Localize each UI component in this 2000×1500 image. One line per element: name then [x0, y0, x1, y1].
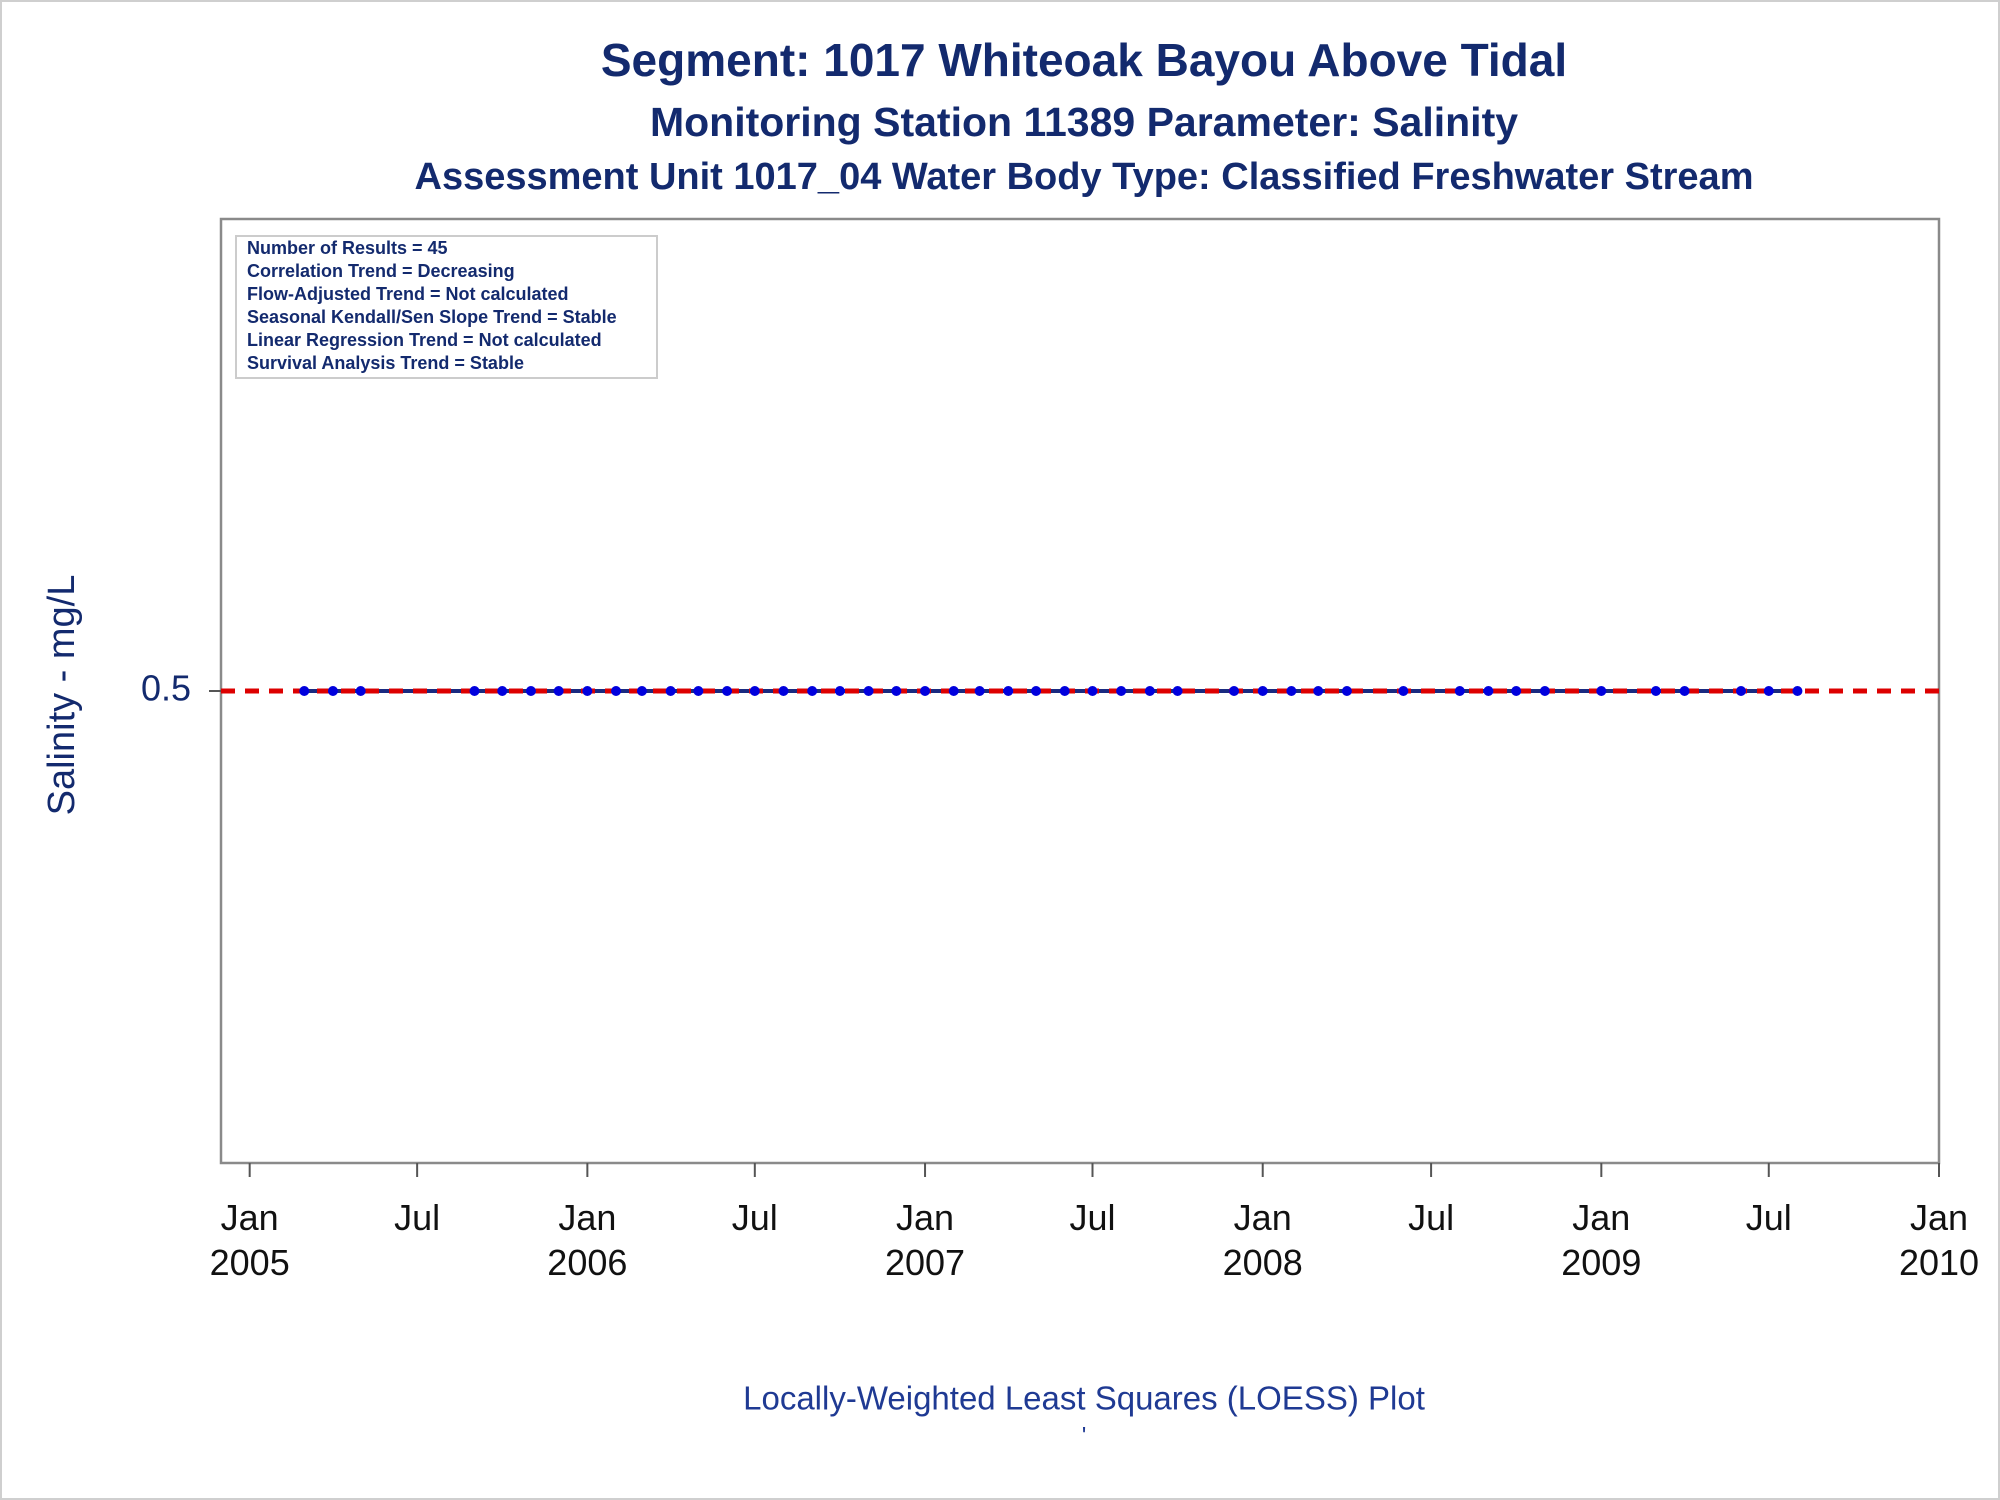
- data-point: [834, 686, 845, 696]
- x-tick-label: Jan 2006: [547, 1197, 628, 1283]
- annotation: Linear Regression Trend = Not calculated: [247, 330, 602, 350]
- annotation-box: [235, 235, 658, 379]
- data-point: [1059, 686, 1070, 696]
- data-point: [920, 686, 931, 696]
- data-point: [722, 686, 733, 696]
- data-point: [497, 686, 508, 696]
- data-point: [807, 686, 818, 696]
- y-axis-label: Salinity - mg/L: [41, 575, 83, 816]
- x-tick-label: Jul: [731, 1197, 778, 1238]
- chart-title: Segment: 1017 Whiteoak Bayou Above Tidal: [601, 34, 1567, 86]
- data-point: [1763, 686, 1774, 696]
- y-tick-label: 0.5: [141, 668, 191, 709]
- data-point: [1792, 686, 1803, 696]
- subtitle: Assessment Unit 1017_04 Water Body Type:…: [415, 156, 1754, 198]
- data-point: [665, 686, 676, 696]
- data-point: [611, 686, 622, 696]
- data-point: [525, 686, 536, 696]
- data-point: [1539, 686, 1550, 696]
- data-point: [1679, 686, 1690, 696]
- data-point: [693, 686, 704, 696]
- data-point: [1172, 686, 1183, 696]
- data-point: [299, 686, 310, 696]
- data-point: [891, 686, 902, 696]
- annotation: Flow-Adjusted Trend = Not calculated: [247, 284, 569, 304]
- data-point: [948, 686, 959, 696]
- x-tick-label: Jan 2005: [209, 1197, 290, 1283]
- data-point: [1736, 686, 1747, 696]
- data-point: [1116, 686, 1127, 696]
- data-point: [1398, 686, 1409, 696]
- data-point: [1596, 686, 1607, 696]
- x-tick-label: Jul: [394, 1197, 441, 1238]
- annotation: Correlation Trend = Decreasing: [247, 261, 515, 281]
- data-point: [1511, 686, 1522, 696]
- annotation: Seasonal Kendall/Sen Slope Trend = Stabl…: [247, 307, 617, 327]
- data-point: [1003, 686, 1014, 696]
- x-tick-label: Jan 2007: [884, 1197, 966, 1283]
- x-tick-label: Jan 2008: [1222, 1197, 1303, 1283]
- data-point: [749, 686, 760, 696]
- data-point: [355, 686, 366, 696]
- footnote: ': [1082, 1422, 1087, 1449]
- x-tick-label: Jul: [1408, 1197, 1455, 1238]
- annotation: Number of Results = 45: [247, 238, 448, 258]
- data-point: [1286, 686, 1297, 696]
- data-point: [974, 686, 985, 696]
- subtitle: Monitoring Station 11389 Parameter: Sali…: [650, 99, 1518, 145]
- data-point: [553, 686, 564, 696]
- data-point: [863, 686, 874, 696]
- x-tick-label: Jul: [1745, 1197, 1792, 1238]
- data-point: [1229, 686, 1240, 696]
- data-point: [1087, 686, 1098, 696]
- annotation: Survival Analysis Trend = Stable: [247, 353, 524, 373]
- data-point: [778, 686, 789, 696]
- data-point: [327, 686, 338, 696]
- data-point: [1483, 686, 1494, 696]
- data-point: [636, 686, 647, 696]
- data-point: [1341, 686, 1352, 696]
- data-point: [1313, 686, 1324, 696]
- data-point: [1454, 686, 1465, 696]
- footer: Locally-Weighted Least Squares (LOESS) P…: [743, 1380, 1425, 1417]
- data-point: [1257, 686, 1268, 696]
- x-tick-label: Jul: [1069, 1197, 1116, 1238]
- x-tick-label: Jan 2009: [1561, 1197, 1642, 1283]
- data-point: [1031, 686, 1042, 696]
- data-point: [1144, 686, 1155, 696]
- x-tick-label: Jan 2010: [1898, 1197, 1980, 1283]
- data-point: [1650, 686, 1661, 696]
- data-point: [469, 686, 480, 696]
- data-point: [582, 686, 593, 696]
